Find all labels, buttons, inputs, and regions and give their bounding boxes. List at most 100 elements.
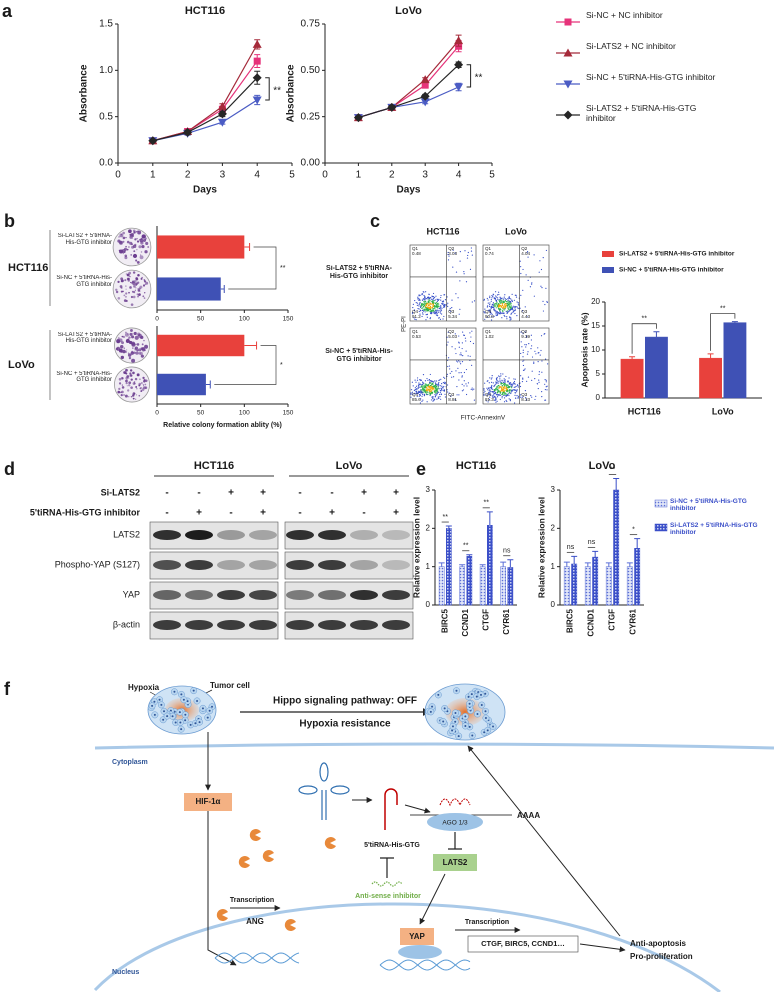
event (424, 302, 426, 304)
event (432, 396, 434, 398)
event (531, 345, 533, 347)
event (533, 361, 535, 363)
event (504, 315, 506, 317)
nucleus-dot (180, 728, 183, 731)
x-tick-label: BIRC5 (440, 608, 449, 633)
event (494, 299, 497, 301)
label: AGO 1/3 (442, 820, 468, 827)
nucleus-dot (443, 707, 446, 710)
event (526, 353, 529, 355)
event (524, 344, 526, 346)
event (500, 390, 502, 392)
quadrant-value: 8.33 (521, 397, 530, 402)
event (470, 336, 472, 338)
ang-protein (238, 856, 250, 869)
event (436, 388, 438, 391)
colony (129, 372, 132, 375)
antisense (371, 881, 403, 887)
event (459, 361, 461, 363)
y-tick-label: 1 (551, 562, 556, 571)
event (501, 385, 503, 387)
event (433, 385, 436, 387)
event (497, 390, 499, 392)
event (423, 382, 425, 384)
event (418, 395, 420, 397)
event (514, 394, 516, 396)
colony (140, 251, 143, 253)
event (546, 300, 548, 303)
event (517, 307, 519, 309)
event (419, 386, 421, 388)
x-axis-label: Days (193, 185, 217, 196)
nucleus-dot (184, 719, 187, 722)
colony (138, 293, 141, 297)
event (502, 308, 504, 310)
event (545, 381, 547, 383)
y-axis-label: Absorbance (286, 64, 297, 122)
event (502, 390, 505, 392)
event (449, 309, 451, 311)
x-tick-label: 0 (155, 316, 159, 323)
event (429, 297, 431, 299)
bar (605, 566, 612, 606)
colony (138, 382, 142, 386)
colony (137, 230, 139, 233)
x-tick-label: 5 (489, 170, 495, 181)
significance-bracket (265, 77, 270, 101)
event (462, 331, 464, 333)
event (424, 296, 426, 299)
colony (135, 277, 138, 280)
event (512, 306, 514, 308)
colony (140, 381, 143, 384)
event (448, 255, 450, 257)
error-bar (629, 356, 636, 360)
colony (141, 234, 146, 239)
event (489, 303, 491, 306)
event (498, 312, 500, 314)
event (462, 355, 464, 357)
event (412, 311, 414, 314)
event (429, 303, 431, 305)
event (516, 389, 519, 391)
band (286, 620, 314, 630)
event (509, 300, 511, 303)
event (519, 260, 521, 262)
colony (125, 273, 128, 275)
colony (139, 290, 141, 292)
event (440, 299, 442, 301)
quadrant-value: 1.02 (485, 334, 494, 339)
colony (131, 350, 134, 353)
event (514, 307, 516, 309)
colony (140, 354, 144, 358)
annotation: ns (503, 548, 511, 555)
event (436, 311, 438, 313)
colony (131, 358, 136, 363)
x-tick-label: LoVo (712, 406, 734, 416)
event (503, 314, 505, 317)
event (455, 271, 458, 273)
event (499, 299, 501, 301)
nucleus-dot (475, 695, 478, 698)
colony (125, 237, 127, 239)
tirna-bound (439, 798, 471, 807)
x-tick-label: HCT116 (628, 406, 661, 416)
event (525, 397, 527, 399)
diagram: Hippo signaling pathway: OFF Hypoxia res… (93, 681, 774, 992)
x-axis-label: FITC-AnnexinV (461, 415, 506, 422)
nucleus-dot (178, 711, 181, 714)
nucleus-dot (163, 710, 166, 713)
event (489, 391, 491, 393)
event (429, 384, 432, 387)
blot-strip (284, 551, 414, 580)
colony (124, 279, 127, 282)
colony (139, 255, 144, 260)
event (510, 305, 512, 307)
label: Hypoxia resistance (299, 719, 391, 730)
colony (143, 339, 145, 342)
event (505, 303, 507, 305)
event (427, 379, 429, 381)
event (517, 302, 519, 304)
event (433, 301, 435, 303)
event (442, 300, 445, 302)
event (494, 304, 496, 306)
